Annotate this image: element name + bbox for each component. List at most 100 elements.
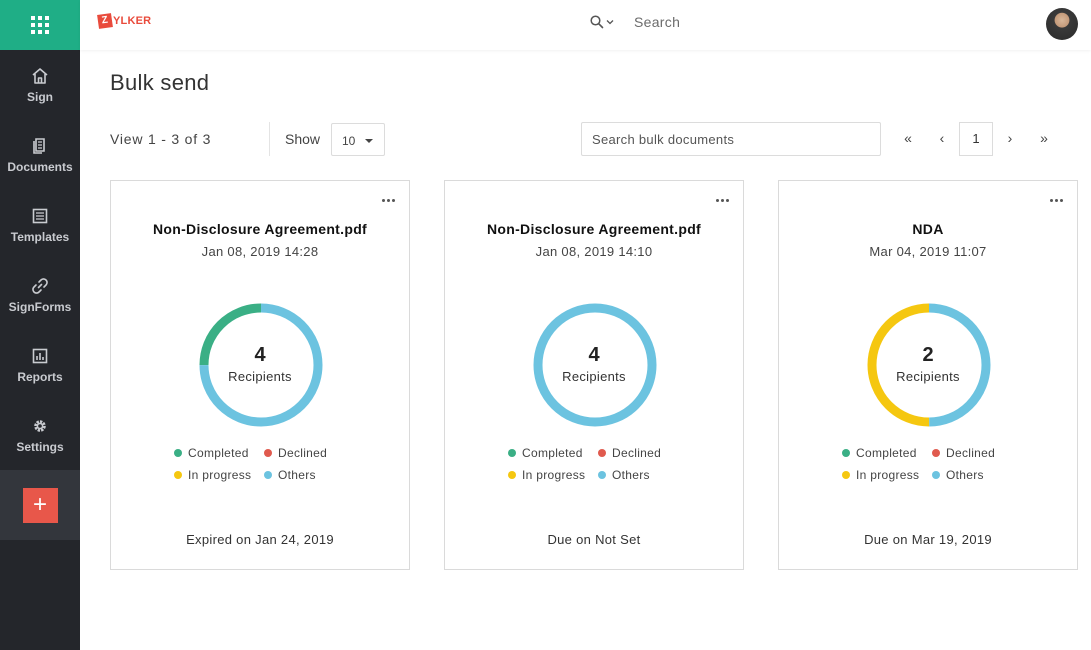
- sidebar-item-label: Sign: [27, 89, 53, 104]
- card-title: Non-Disclosure Agreement.pdf: [152, 221, 368, 237]
- legend-label: Declined: [946, 446, 996, 460]
- search-label[interactable]: Search: [634, 14, 681, 30]
- chevron-down-icon: [606, 20, 614, 25]
- legend-completed: Completed: [842, 446, 932, 460]
- documents-icon: [33, 137, 45, 154]
- more-options-icon[interactable]: [1050, 199, 1063, 202]
- donut-segment-others: [199, 303, 323, 427]
- last-page-button[interactable]: »: [1040, 130, 1048, 146]
- recipients-donut-chart: [533, 303, 657, 427]
- status-legend: Completed Declined In progress Others: [842, 446, 1022, 482]
- card-date: Jan 08, 2019 14:28: [201, 244, 319, 259]
- declined-dot: [264, 449, 272, 457]
- bulk-send-card[interactable]: Non-Disclosure Agreement.pdf Jan 08, 201…: [444, 180, 744, 570]
- apps-grid-icon: [31, 16, 49, 34]
- in-progress-dot: [508, 471, 516, 479]
- legend-completed: Completed: [508, 446, 598, 460]
- legend-label: Completed: [188, 446, 249, 460]
- others-dot: [264, 471, 272, 479]
- legend-label: In progress: [188, 468, 252, 482]
- recipient-count: 4: [588, 344, 600, 366]
- legend-label: Others: [612, 468, 650, 482]
- sidebar: Sign Documents Templates SignForms Repor…: [0, 0, 80, 650]
- in-progress-dot: [174, 471, 182, 479]
- reports-icon: [32, 348, 48, 363]
- status-legend: Completed Declined In progress Others: [174, 446, 354, 482]
- legend-label: Completed: [522, 446, 583, 460]
- add-section: +: [0, 470, 80, 540]
- card-date: Mar 04, 2019 11:07: [869, 244, 987, 259]
- card-due-status: Due on Mar 19, 2019: [864, 532, 992, 547]
- sidebar-item-label: SignForms: [8, 299, 72, 314]
- sidebar-item-label: Documents: [7, 159, 73, 174]
- legend-label: Completed: [856, 446, 917, 460]
- card-title: Non-Disclosure Agreement.pdf: [486, 221, 702, 237]
- sidebar-item-reports[interactable]: Reports: [0, 330, 80, 400]
- bulk-send-card[interactable]: Non-Disclosure Agreement.pdf Jan 08, 201…: [110, 180, 410, 570]
- card-due-status: Expired on Jan 24, 2019: [186, 532, 334, 547]
- sidebar-item-label: Settings: [16, 439, 64, 454]
- legend-declined: Declined: [598, 446, 688, 460]
- sidebar-item-settings[interactable]: Settings: [0, 400, 80, 470]
- zylker-logo[interactable]: Z YLKER: [97, 13, 152, 29]
- recipient-count: 2: [922, 344, 934, 366]
- legend-completed: Completed: [174, 446, 264, 460]
- sidebar-item-templates[interactable]: Templates: [0, 190, 80, 260]
- prev-page-button[interactable]: ‹: [939, 130, 945, 146]
- legend-in-progress: In progress: [508, 468, 598, 482]
- legend-declined: Declined: [932, 446, 1022, 460]
- recipients-donut-chart: [199, 303, 323, 427]
- sidebar-item-sign[interactable]: Sign: [0, 50, 80, 120]
- search-bulk-documents-input[interactable]: [581, 122, 881, 156]
- sidebar-item-documents[interactable]: Documents: [0, 120, 80, 190]
- recipients-donut-chart: [867, 303, 991, 427]
- card-date: Jan 08, 2019 14:10: [535, 244, 653, 259]
- templates-icon: [32, 208, 48, 223]
- sidebar-item-label: Reports: [17, 369, 63, 384]
- legend-label: Declined: [612, 446, 662, 460]
- legend-in-progress: In progress: [174, 468, 264, 482]
- recipient-count-label: Recipients: [896, 369, 960, 384]
- in-progress-dot: [842, 471, 850, 479]
- avatar[interactable]: [1046, 8, 1078, 40]
- toolbar-divider: [269, 122, 270, 156]
- legend-label: Others: [946, 468, 984, 482]
- legend-others: Others: [264, 468, 354, 482]
- more-options-icon[interactable]: [382, 199, 395, 202]
- first-page-button[interactable]: «: [904, 130, 912, 146]
- legend-label: In progress: [522, 468, 586, 482]
- others-dot: [598, 471, 606, 479]
- top-bar: Z YLKER Search: [80, 0, 1091, 50]
- donut-segment-others: [533, 303, 657, 427]
- bulk-send-card[interactable]: NDA Mar 04, 2019 11:07 2 Recipients Comp…: [778, 180, 1078, 570]
- search-icon: [590, 15, 604, 29]
- toolbar: View 1 - 3 of 3 Show 10 « ‹ 1 › »: [110, 122, 1081, 156]
- declined-dot: [932, 449, 940, 457]
- legend-declined: Declined: [264, 446, 354, 460]
- sidebar-item-signforms[interactable]: SignForms: [0, 260, 80, 330]
- home-icon: [32, 67, 48, 84]
- page-size-value: 10: [342, 134, 356, 148]
- completed-dot: [508, 449, 516, 457]
- completed-dot: [174, 449, 182, 457]
- app-switcher-button[interactable]: [0, 0, 80, 50]
- add-button[interactable]: +: [22, 487, 58, 523]
- global-search[interactable]: Search: [590, 14, 680, 30]
- page-title: Bulk send: [110, 70, 210, 95]
- legend-label: In progress: [856, 468, 920, 482]
- recipient-count-label: Recipients: [228, 369, 292, 384]
- search-dropdown[interactable]: [590, 15, 614, 29]
- page-size-select[interactable]: 10: [331, 123, 385, 156]
- legend-in-progress: In progress: [842, 468, 932, 482]
- donut-segment-others: [867, 303, 991, 427]
- gear-icon: [34, 419, 46, 432]
- logo-text: YLKER: [113, 15, 152, 27]
- legend-label: Others: [278, 468, 316, 482]
- sidebar-item-label: Templates: [10, 229, 70, 244]
- current-page-field[interactable]: 1: [959, 122, 993, 156]
- next-page-button[interactable]: ›: [1007, 130, 1013, 146]
- caret-down-icon: [365, 139, 373, 143]
- status-legend: Completed Declined In progress Others: [508, 446, 688, 482]
- more-options-icon[interactable]: [716, 199, 729, 202]
- declined-dot: [598, 449, 606, 457]
